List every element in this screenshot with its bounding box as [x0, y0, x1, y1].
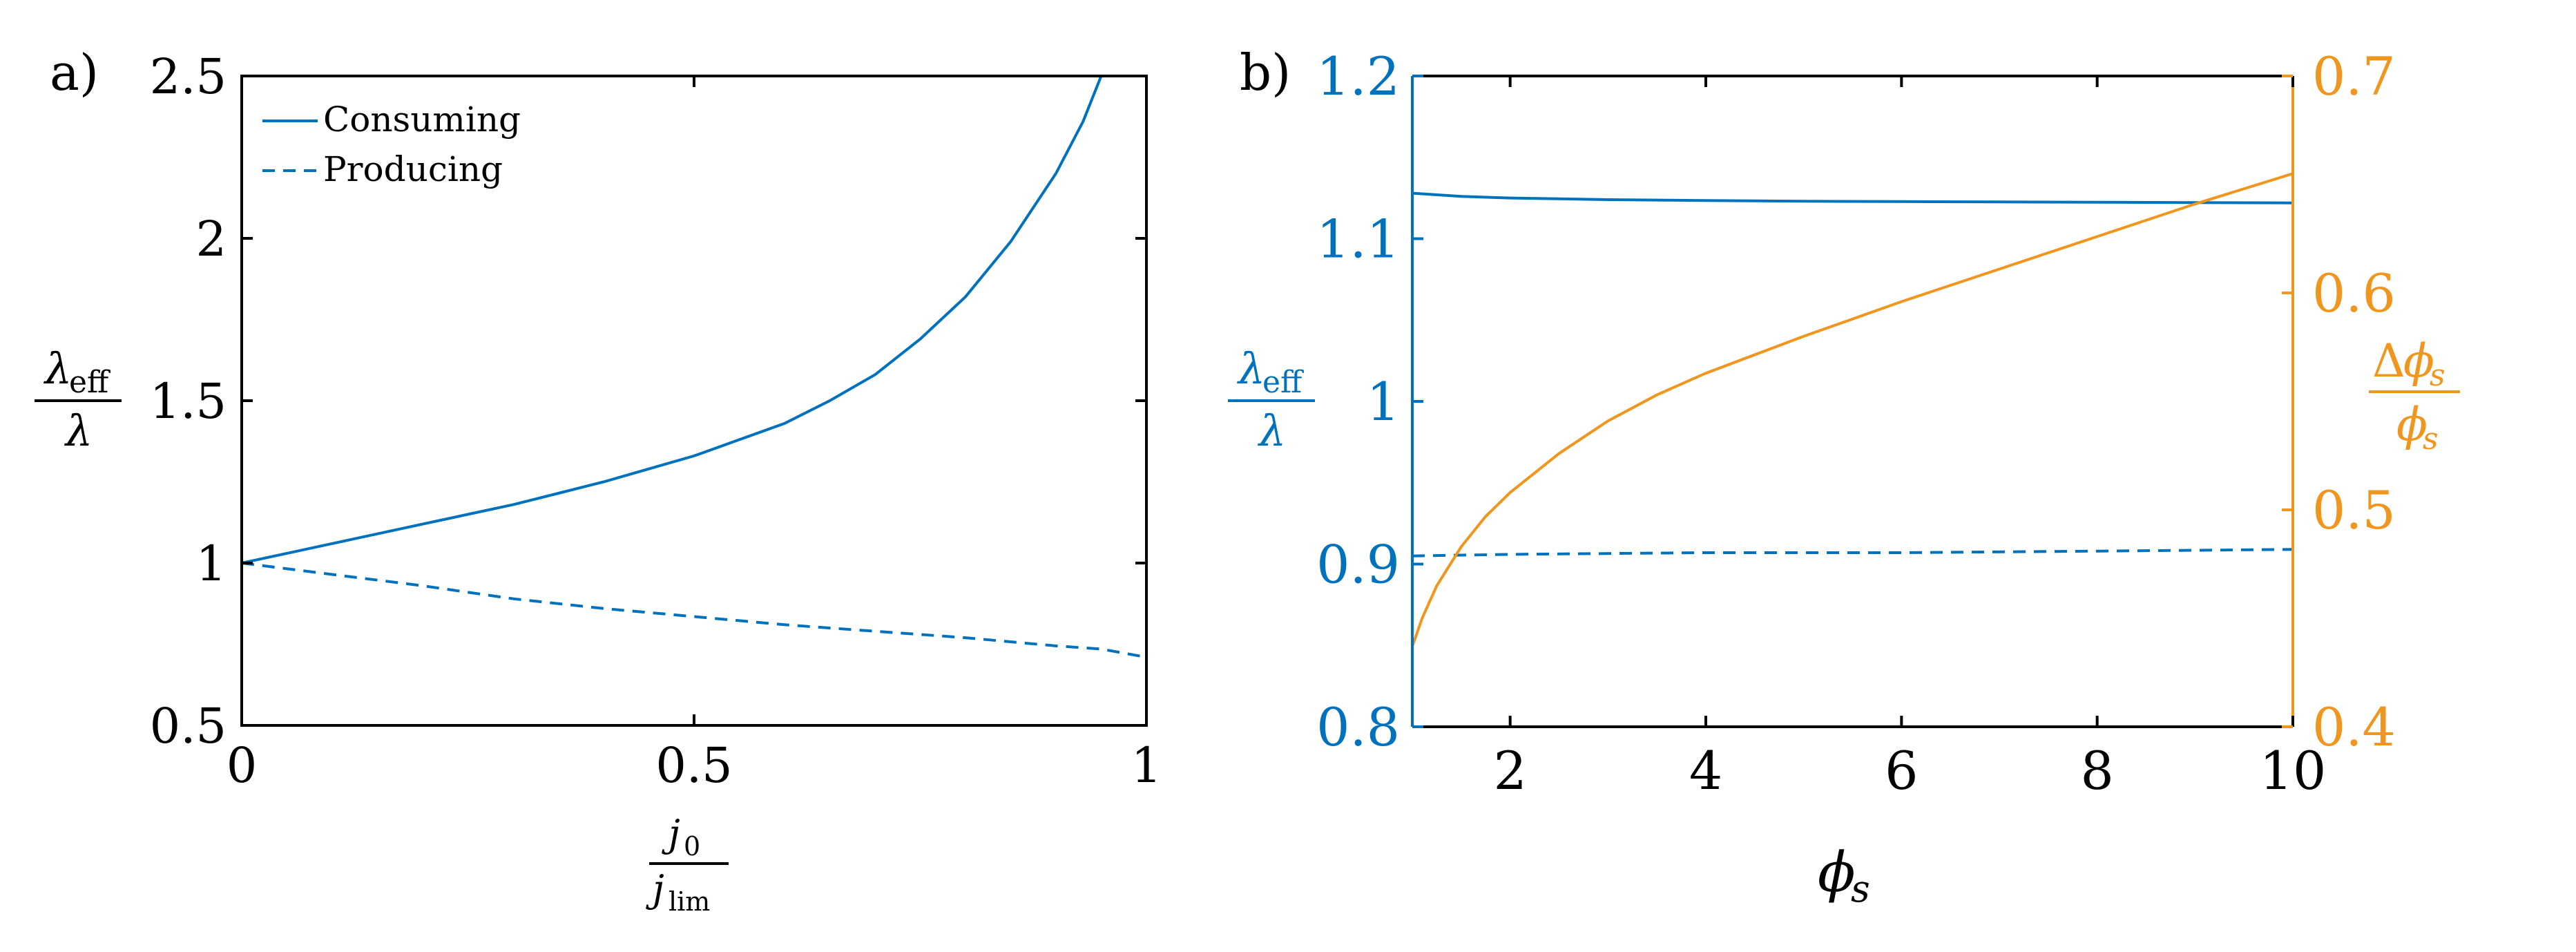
left-y-tick-label: 0.8 [1316, 696, 1400, 758]
x-tick-label: 1 [1131, 737, 1162, 794]
legend-producing-label: Producing [323, 149, 503, 189]
right-y-tick-label: 0.4 [2312, 696, 2396, 758]
svg-text:λ: λ [64, 406, 93, 456]
delta-phi-line [1411, 172, 2294, 647]
svg-text:λ: λ [1236, 343, 1265, 394]
right-y-tick-label: 0.5 [2312, 479, 2396, 541]
svg-text:eff: eff [1262, 365, 1304, 400]
left-y-tick-label: 0.9 [1316, 534, 1400, 596]
x-tick-label: 4 [1689, 740, 1722, 801]
panel-b-right-y-label: Δ ϕ s ϕ s [2369, 334, 2460, 457]
x-tick-label: 2 [1493, 740, 1526, 801]
y-tick-label: 0.5 [150, 698, 227, 754]
right-y-tick-label: 0.6 [2312, 263, 2396, 324]
lambda-eff-dashed-line [1412, 548, 2294, 558]
panel-b: b) 2 4 6 8 10 0.8 0.9 1 1.1 1.2 0.4 0.5 0.6 0.7 λ e… [1228, 44, 2460, 911]
panel-b-plot-area [1411, 172, 2294, 647]
panel-a-x-ticks: 0 0.5 1 [227, 76, 1162, 794]
legend-consuming-label: Consuming [323, 99, 521, 140]
svg-text:Δ: Δ [2372, 334, 2405, 388]
svg-text:s: s [2430, 358, 2445, 393]
x-tick-label: 6 [1885, 740, 1918, 801]
x-tick-label: 0.5 [655, 737, 732, 794]
svg-text:0: 0 [684, 831, 700, 861]
y-tick-label: 2 [195, 211, 227, 267]
panel-a-y-ticks: 0.5 1 1.5 2 2.5 [150, 48, 1146, 754]
panel-b-x-label: ϕ s [1818, 840, 1870, 911]
left-y-tick-label: 1.1 [1316, 209, 1400, 270]
panel-a-label: a) [50, 44, 99, 102]
svg-text:ϕ: ϕ [2403, 334, 2434, 388]
series-consuming-line [241, 75, 1103, 564]
svg-text:ϕ: ϕ [1818, 840, 1856, 904]
svg-text:ϕ: ϕ [2396, 398, 2428, 451]
panel-a: a) 0 0.5 1 0.511.522.5 Consuming Producing… [35, 44, 1162, 917]
panel-a-plot-area [241, 75, 1147, 659]
svg-text:s: s [1851, 867, 1870, 911]
panel-b-left-y-label: λ eff λ [1228, 343, 1315, 456]
svg-text:s: s [2423, 421, 2439, 457]
y-tick-label: 1.5 [150, 373, 227, 430]
x-tick-label: 0 [227, 737, 258, 794]
svg-text:eff: eff [69, 365, 110, 400]
panel-a-y-label: λ eff λ [35, 343, 122, 456]
x-tick-label: 10 [2260, 740, 2327, 801]
series-producing-line [241, 562, 1147, 659]
panel-b-left-y-ticks: 0.8 0.9 1 1.1 1.2 [1316, 46, 1423, 758]
left-y-tick-label: 1.2 [1316, 46, 1400, 107]
left-y-tick-label: 1 [1367, 371, 1400, 432]
svg-text:λ: λ [1257, 406, 1286, 456]
svg-text:λ: λ [43, 343, 72, 394]
svg-text:j: j [646, 867, 664, 911]
panel-b-label: b) [1240, 44, 1291, 102]
svg-text:j: j [662, 812, 680, 855]
panel-a-x-label: j 0 j lim [646, 812, 729, 917]
x-tick-label: 8 [2080, 740, 2113, 801]
right-y-tick-label: 0.7 [2312, 46, 2396, 107]
panel-b-right-y-ticks: 0.4 0.5 0.6 0.7 [2282, 46, 2396, 758]
lambda-eff-solid-line [1412, 191, 2294, 204]
y-tick-label: 2.5 [150, 48, 227, 105]
panel-a-legend: Consuming Producing [262, 99, 521, 189]
y-tick-label: 1 [195, 535, 227, 592]
panel-b-x-ticks: 2 4 6 8 10 [1493, 76, 2326, 801]
svg-text:lim: lim [669, 886, 710, 917]
